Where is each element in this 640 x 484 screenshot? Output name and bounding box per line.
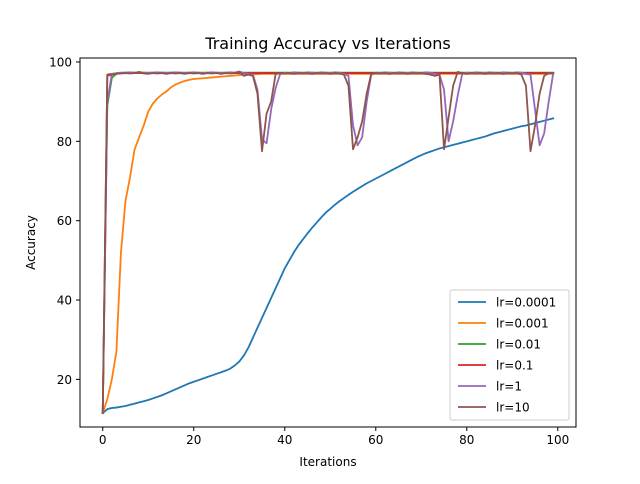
y-tick-label: 40 <box>57 294 72 308</box>
y-tick-label: 80 <box>57 135 72 149</box>
series-line-5 <box>101 70 555 415</box>
y-axis-label: Accuracy <box>24 215 38 270</box>
plot-area-frame <box>79 57 577 428</box>
x-tick-label: 60 <box>368 433 383 447</box>
legend-label-0: lr=0.0001 <box>496 296 556 310</box>
y-tick-label: 20 <box>57 373 72 387</box>
chart-title: Training Accuracy vs Iterations <box>204 34 450 53</box>
x-axis-label: Iterations <box>299 455 356 469</box>
x-axis-ticks: 0 20 40 60 80 100 <box>99 427 569 447</box>
legend-label-5: lr=10 <box>496 401 530 415</box>
y-tick-label: 60 <box>57 214 72 228</box>
y-axis-ticks: 20 40 60 80 100 <box>49 55 80 387</box>
legend: lr=0.0001 lr=0.001 lr=0.01 lr=0.1 lr=1 lr=10 <box>449 289 570 421</box>
x-tick-label: 20 <box>186 433 201 447</box>
x-tick-label: 100 <box>546 433 569 447</box>
x-tick-label: 80 <box>459 433 474 447</box>
legend-label-3: lr=0.1 <box>496 359 533 373</box>
series-line-0 <box>101 117 555 415</box>
legend-label-2: lr=0.01 <box>496 338 541 352</box>
x-tick-label: 40 <box>277 433 292 447</box>
legend-label-1: lr=0.001 <box>496 317 549 331</box>
x-tick-label: 0 <box>99 433 107 447</box>
legend-label-4: lr=1 <box>496 380 522 394</box>
series-layer <box>101 70 555 415</box>
y-tick-label: 100 <box>49 55 72 69</box>
